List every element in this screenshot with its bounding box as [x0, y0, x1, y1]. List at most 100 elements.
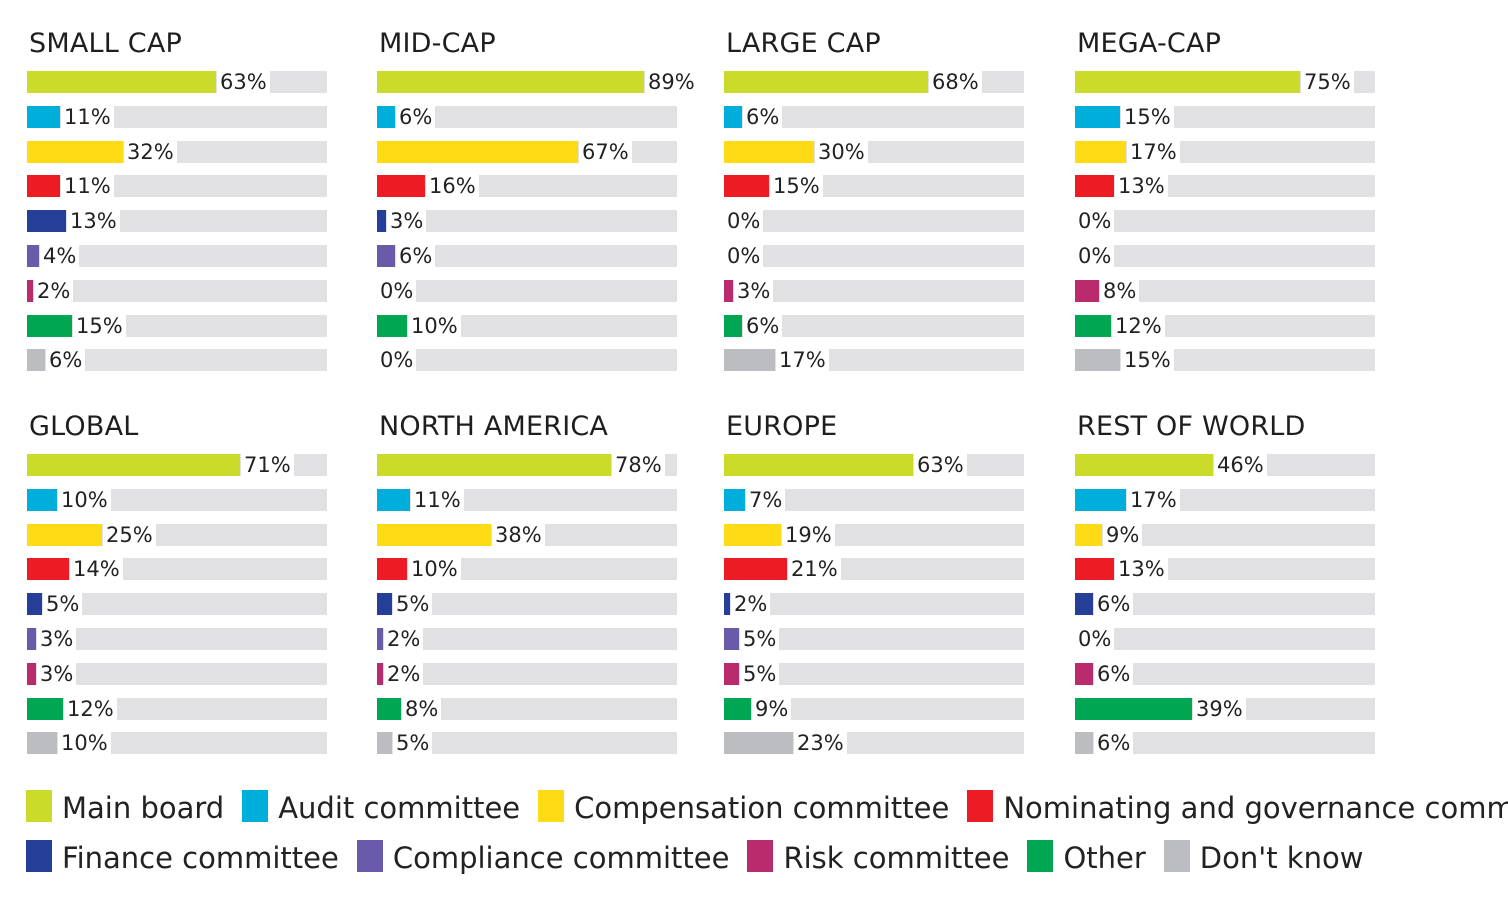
bar-track: 25% — [27, 522, 327, 547]
bar — [1075, 454, 1213, 476]
panel-title: REST OF WORLD — [1077, 411, 1306, 442]
bar — [27, 245, 39, 267]
bar — [724, 523, 781, 546]
bar-track: 2% — [724, 592, 1024, 617]
bar-track: 17% — [1075, 487, 1375, 512]
bar — [377, 105, 395, 128]
legend-swatch — [967, 790, 994, 822]
bar — [377, 245, 395, 267]
bar-track: 2% — [27, 278, 327, 303]
data-label: 12% — [1112, 313, 1165, 338]
data-label: 15% — [1121, 348, 1174, 373]
bar-track: 10% — [377, 557, 677, 582]
data-label: 6% — [743, 313, 783, 338]
bar — [1075, 593, 1093, 616]
bar-track: 12% — [27, 696, 327, 721]
bar — [27, 175, 60, 198]
bar-track: 19% — [724, 522, 1024, 547]
bar — [724, 279, 733, 302]
legend-label: Compliance committee — [392, 841, 730, 875]
legend-swatch — [1027, 840, 1054, 872]
bar-track: 3% — [27, 661, 327, 686]
bar-track: 11% — [377, 487, 677, 512]
bar — [724, 558, 787, 581]
data-label: 30% — [815, 139, 868, 164]
data-label: 63% — [217, 70, 270, 94]
data-label: 5% — [393, 592, 433, 617]
bar-track: 0% — [1075, 244, 1375, 268]
bar — [27, 349, 45, 372]
data-label: 0% — [724, 244, 764, 268]
data-label: 5% — [740, 661, 780, 686]
data-label: 21% — [788, 557, 841, 582]
bar-track: 6% — [724, 313, 1024, 338]
data-label: 23% — [794, 731, 847, 756]
bar-track: 15% — [1075, 104, 1375, 129]
data-label: 89% — [645, 70, 698, 94]
bar-track: 3% — [724, 278, 1024, 303]
bar-track: 7% — [724, 487, 1024, 512]
bar-track: 71% — [27, 453, 327, 477]
data-label: 16% — [426, 174, 479, 199]
panel-title: LARGE CAP — [726, 28, 881, 59]
data-label: 0% — [377, 348, 417, 373]
data-label: 10% — [408, 313, 461, 338]
bar-track: 2% — [377, 627, 677, 651]
bar — [724, 488, 745, 511]
bar-track: 17% — [724, 348, 1024, 373]
bar-track: 0% — [724, 209, 1024, 234]
bar-track: 3% — [377, 209, 677, 234]
bar-track: 9% — [1075, 522, 1375, 547]
bar-track: 63% — [724, 453, 1024, 477]
bar-track: 5% — [377, 731, 677, 756]
chart-panel: LARGE CAP 68% 6% 30% 15% 0% 0% 3% 6% 17% — [724, 28, 1024, 373]
legend-swatch — [356, 840, 383, 872]
data-label: 0% — [1075, 209, 1115, 234]
panel-title: SMALL CAP — [29, 28, 182, 59]
bar — [1075, 349, 1120, 372]
chart-panel: SMALL CAP 63% 11% 32% 11% 13% 4% 2% 15% 6% — [27, 28, 327, 373]
bar-track: 39% — [1075, 696, 1375, 721]
bar-track: 6% — [27, 348, 327, 373]
data-label: 15% — [770, 174, 823, 199]
legend-item: Finance committee — [26, 838, 339, 878]
data-label: 0% — [1075, 244, 1115, 268]
data-label: 25% — [103, 522, 156, 547]
legend-label: Don't know — [1199, 841, 1364, 875]
chart-panel: NORTH AMERICA 78% 11% 38% 10% 5% 2% 2% 8% 5% — [377, 411, 677, 756]
data-label: 15% — [1121, 104, 1174, 129]
bar — [1075, 523, 1102, 546]
bar-track: 89% — [377, 70, 698, 94]
data-label: 6% — [396, 244, 436, 268]
bar — [27, 732, 57, 755]
legend-item: Nominating and governance committee — [967, 788, 1508, 828]
data-label: 78% — [612, 453, 665, 477]
bar — [724, 175, 769, 198]
bar — [27, 105, 60, 128]
bar-track: 6% — [1075, 661, 1375, 686]
bar-track: 6% — [377, 104, 677, 129]
bar — [27, 662, 36, 685]
data-label: 11% — [411, 487, 464, 512]
data-label: 2% — [731, 592, 771, 617]
data-label: 3% — [37, 661, 77, 686]
legend-label: Audit committee — [278, 791, 521, 825]
bar-track: 75% — [1075, 70, 1375, 94]
legend-item: Other — [1027, 838, 1146, 878]
bar — [27, 314, 72, 337]
legend-item: Compliance committee — [356, 838, 730, 878]
data-label: 12% — [64, 696, 117, 721]
chart-panel: EUROPE 63% 7% 19% 21% 2% 5% 5% 9% 23% — [724, 411, 1024, 756]
data-label: 6% — [743, 104, 783, 129]
data-label: 75% — [1301, 70, 1354, 94]
bar-track: 6% — [1075, 731, 1375, 756]
data-label: 13% — [67, 209, 120, 234]
bar-track: 68% — [724, 70, 1024, 94]
bar-track: 32% — [27, 139, 327, 164]
data-label: 0% — [377, 278, 417, 303]
data-label: 32% — [124, 139, 177, 164]
bar — [1075, 279, 1099, 302]
bar-track: 5% — [724, 661, 1024, 686]
bar-track: 9% — [724, 696, 1024, 721]
data-label: 3% — [37, 627, 77, 651]
